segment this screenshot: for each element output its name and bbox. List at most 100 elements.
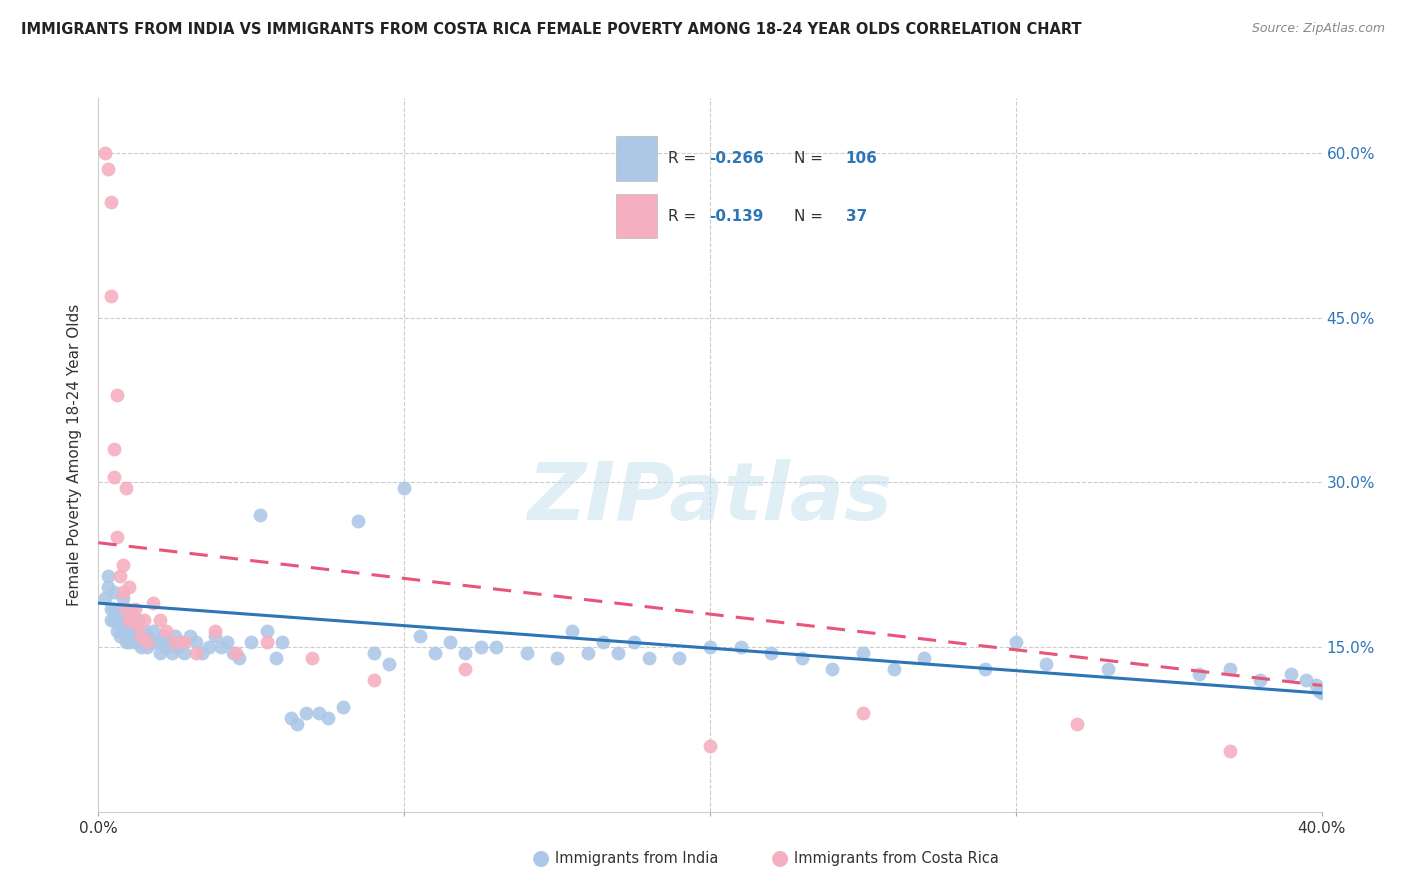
Point: [516, 646, 538, 660]
Point: [1066, 717, 1088, 731]
Point: [637, 651, 661, 665]
Point: [191, 646, 214, 660]
Point: [301, 651, 323, 665]
Point: [134, 634, 156, 648]
Text: IMMIGRANTS FROM INDIA VS IMMIGRANTS FROM COSTA RICA FEMALE POVERTY AMONG 18-24 Y: IMMIGRANTS FROM INDIA VS IMMIGRANTS FROM…: [21, 22, 1081, 37]
Text: ●: ●: [772, 848, 789, 868]
Point: [1310, 686, 1333, 700]
Point: [111, 601, 134, 615]
Point: [186, 646, 208, 660]
Point: [108, 618, 131, 632]
Point: [97, 580, 120, 594]
Point: [470, 640, 492, 654]
Point: [139, 634, 162, 648]
Point: [285, 717, 308, 731]
Point: [108, 629, 131, 643]
Point: [592, 634, 614, 648]
Point: [1219, 744, 1241, 758]
Point: [111, 585, 134, 599]
Point: [105, 530, 128, 544]
Point: [883, 662, 905, 676]
Point: [118, 624, 141, 638]
Point: [103, 442, 125, 457]
Point: [392, 481, 416, 495]
Point: [163, 629, 186, 643]
Point: [111, 591, 134, 605]
Point: [129, 629, 152, 643]
Point: [93, 146, 115, 161]
Text: Immigrants from Costa Rica: Immigrants from Costa Rica: [794, 851, 1000, 865]
Point: [121, 613, 143, 627]
Point: [821, 662, 844, 676]
Point: [167, 640, 190, 654]
Point: [118, 613, 141, 627]
Point: [316, 711, 339, 725]
Point: [225, 646, 247, 660]
Point: [129, 640, 152, 654]
Point: [209, 640, 232, 654]
Point: [561, 624, 583, 638]
Point: [439, 634, 461, 648]
Point: [97, 162, 120, 177]
Point: [256, 624, 278, 638]
Point: [142, 596, 165, 610]
Point: [485, 640, 508, 654]
Point: [730, 640, 752, 654]
Text: Source: ZipAtlas.com: Source: ZipAtlas.com: [1251, 22, 1385, 36]
Point: [454, 662, 477, 676]
Point: [127, 618, 149, 632]
Point: [179, 629, 201, 643]
Point: [270, 634, 292, 648]
Point: [423, 646, 446, 660]
Point: [852, 646, 875, 660]
Y-axis label: Female Poverty Among 18-24 Year Olds: Female Poverty Among 18-24 Year Olds: [67, 304, 83, 606]
Point: [103, 601, 125, 615]
Point: [108, 613, 131, 627]
Point: [1279, 667, 1302, 681]
Point: [197, 640, 219, 654]
Point: [974, 662, 997, 676]
Point: [264, 651, 287, 665]
Point: [699, 739, 721, 753]
Point: [228, 651, 250, 665]
Point: [124, 629, 146, 643]
Point: [145, 634, 167, 648]
Point: [222, 646, 245, 660]
Point: [124, 634, 146, 648]
Point: [100, 601, 122, 615]
Point: [100, 195, 122, 210]
Point: [97, 568, 120, 582]
Point: [623, 634, 645, 648]
Point: [363, 646, 385, 660]
Point: [115, 634, 138, 648]
Point: [124, 618, 146, 632]
Point: [1219, 662, 1241, 676]
Point: [118, 613, 141, 627]
Point: [118, 634, 141, 648]
Point: [155, 640, 177, 654]
Point: [186, 634, 208, 648]
Point: [134, 613, 156, 627]
Point: [134, 624, 156, 638]
Point: [347, 514, 370, 528]
Point: [103, 613, 125, 627]
Point: [1035, 657, 1057, 671]
Point: [308, 706, 330, 720]
Point: [136, 640, 159, 654]
Point: [215, 634, 238, 648]
Point: [136, 629, 159, 643]
Point: [363, 673, 385, 687]
Point: [100, 289, 122, 303]
Point: [103, 585, 125, 599]
Point: [852, 706, 875, 720]
Point: [115, 481, 138, 495]
Point: [1004, 634, 1026, 648]
Point: [668, 651, 690, 665]
Point: [295, 706, 318, 720]
Point: [111, 558, 134, 572]
Point: [576, 646, 599, 660]
Point: [127, 613, 149, 627]
Point: [115, 601, 138, 615]
Point: [108, 568, 131, 582]
Text: Immigrants from India: Immigrants from India: [555, 851, 718, 865]
